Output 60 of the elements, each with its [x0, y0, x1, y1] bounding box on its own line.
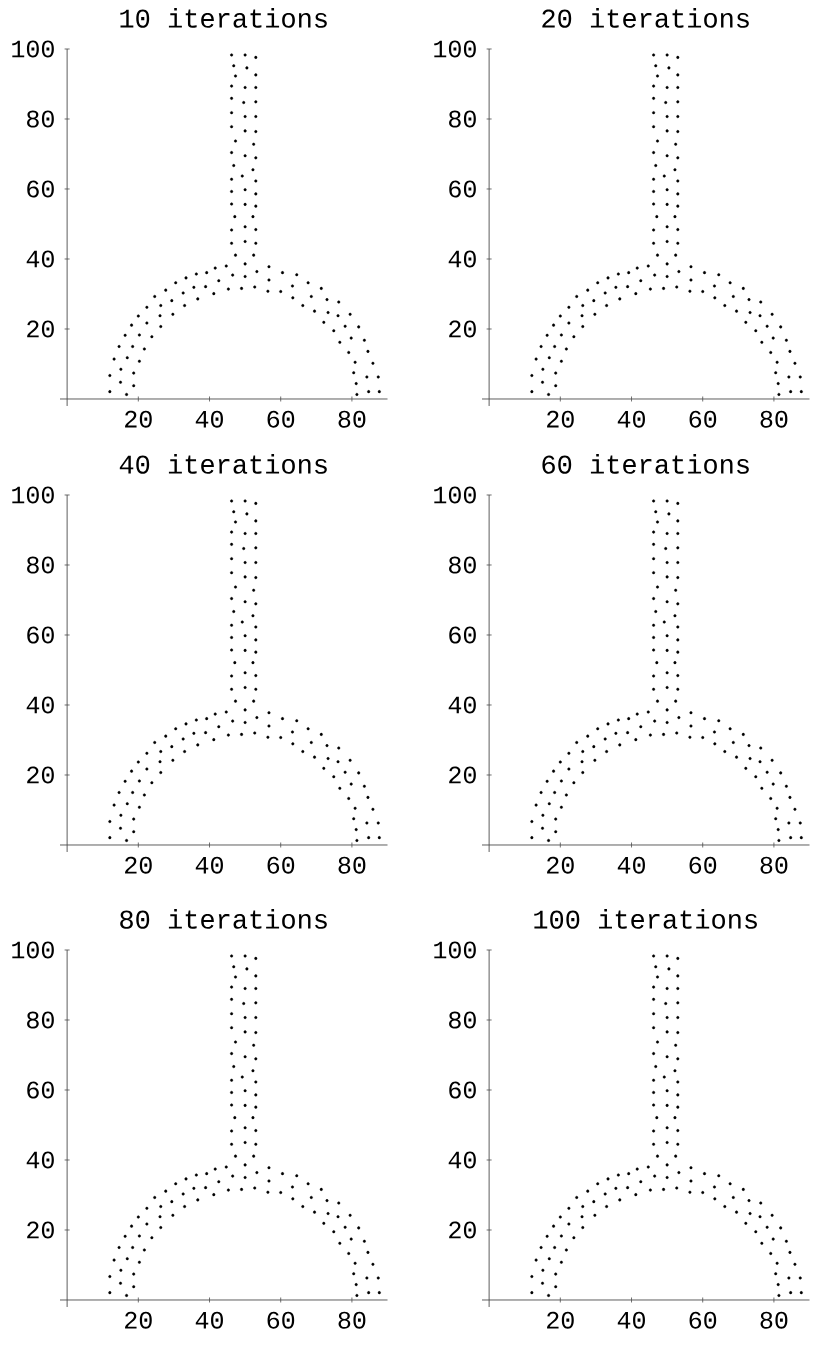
chart-title: 60 iterations [542, 453, 749, 474]
y-tick-label: 80 [449, 110, 476, 128]
x-tick-label: 60 [689, 410, 717, 428]
chart-title: 20 iterations [542, 7, 749, 28]
x-tick-label: 40 [195, 856, 223, 874]
y-tick-label: 60 [449, 626, 476, 644]
chart-title: 100 iterations [534, 908, 757, 929]
y-tick-label: 40 [448, 696, 476, 714]
x-tick-label: 20 [125, 856, 152, 874]
x-tick-label: 80 [338, 1311, 366, 1329]
x-tick-label: 40 [617, 1311, 645, 1329]
y-tick-label: 100 [12, 486, 54, 504]
y-tick-label: 100 [12, 941, 54, 959]
y-tick-label: 20 [27, 766, 54, 784]
x-tick-label: 40 [617, 856, 645, 874]
y-tick-label: 100 [434, 40, 476, 58]
y-tick-label: 20 [27, 1221, 54, 1239]
y-tick-label: 40 [26, 250, 54, 268]
x-tick-label: 20 [547, 856, 574, 874]
x-tick-label: 60 [689, 856, 717, 874]
chart-title: 10 iterations [120, 7, 327, 28]
x-tick-label: 60 [267, 1311, 295, 1329]
x-tick-label: 20 [125, 1311, 152, 1329]
x-tick-label: 40 [617, 410, 645, 428]
x-tick-label: 40 [195, 410, 223, 428]
y-tick-label: 80 [449, 556, 476, 574]
chart-title: 40 iterations [119, 453, 327, 474]
y-tick-label: 40 [26, 1151, 54, 1169]
y-tick-label: 40 [448, 1151, 476, 1169]
x-tick-label: 80 [338, 410, 366, 428]
y-tick-label: 80 [27, 556, 54, 574]
x-tick-label: 80 [338, 856, 366, 874]
x-tick-label: 20 [547, 410, 574, 428]
x-tick-label: 20 [125, 410, 152, 428]
x-tick-label: 60 [267, 856, 295, 874]
y-tick-label: 20 [27, 320, 54, 338]
y-tick-label: 100 [12, 40, 54, 58]
x-tick-label: 60 [689, 1311, 717, 1329]
y-tick-label: 60 [27, 180, 54, 198]
y-tick-label: 20 [449, 766, 476, 784]
y-tick-label: 60 [27, 1081, 54, 1099]
y-tick-label: 60 [449, 1081, 476, 1099]
x-tick-label: 40 [195, 1311, 223, 1329]
chart-title: 80 iterations [120, 908, 327, 929]
y-tick-label: 100 [434, 941, 476, 959]
y-tick-label: 100 [434, 486, 476, 504]
x-tick-label: 60 [267, 410, 295, 428]
y-tick-label: 40 [448, 250, 476, 268]
x-tick-label: 80 [760, 1311, 788, 1329]
y-tick-label: 80 [27, 1011, 54, 1029]
y-tick-label: 80 [449, 1011, 476, 1029]
y-tick-label: 40 [26, 696, 54, 714]
y-tick-label: 80 [27, 110, 54, 128]
y-tick-label: 60 [27, 626, 54, 644]
y-tick-label: 20 [449, 320, 476, 338]
y-tick-label: 60 [449, 180, 476, 198]
x-tick-label: 20 [547, 1311, 574, 1329]
x-tick-label: 80 [760, 410, 788, 428]
x-tick-label: 80 [760, 856, 788, 874]
y-tick-label: 20 [449, 1221, 476, 1239]
